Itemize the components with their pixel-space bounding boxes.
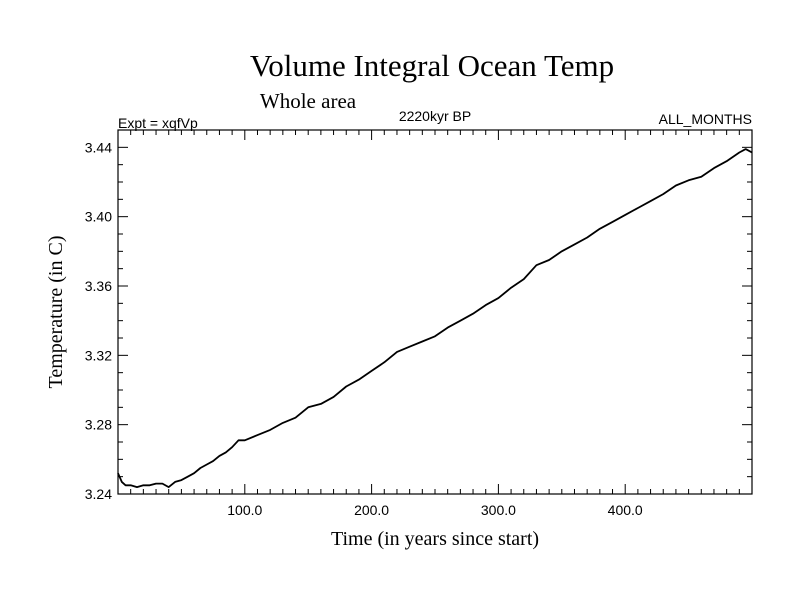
period-label: 2220kyr BP — [399, 108, 471, 124]
y-tick-label: 3.24 — [85, 486, 112, 502]
y-tick-label: 3.32 — [85, 347, 112, 363]
y-tick-label: 3.36 — [85, 278, 112, 294]
x-tick-label: 200.0 — [354, 502, 389, 518]
y-axis-label: Temperature (in C) — [45, 236, 67, 389]
x-tick-label: 100.0 — [227, 502, 262, 518]
y-tick-label: 3.44 — [85, 139, 112, 155]
chart-subtitle: Whole area — [260, 89, 357, 113]
experiment-label: Expt = xqfVp — [118, 115, 198, 131]
plot-frame — [117, 129, 753, 495]
x-tick-label: 400.0 — [608, 502, 643, 518]
chart-title: Volume Integral Ocean Temp — [250, 48, 614, 83]
x-tick-label: 300.0 — [481, 502, 516, 518]
axes: 100.0 200.0 300.0 400.0 3.24 3.28 3.32 3.36 3.40… — [85, 130, 752, 518]
y-tick-label: 3.28 — [85, 417, 112, 433]
months-label: ALL_MONTHS — [659, 111, 752, 127]
series-layer — [117, 148, 753, 488]
x-axis-label: Time (in years since start) — [331, 528, 539, 550]
series-line — [117, 148, 753, 488]
y-tick-label: 3.40 — [85, 209, 112, 225]
